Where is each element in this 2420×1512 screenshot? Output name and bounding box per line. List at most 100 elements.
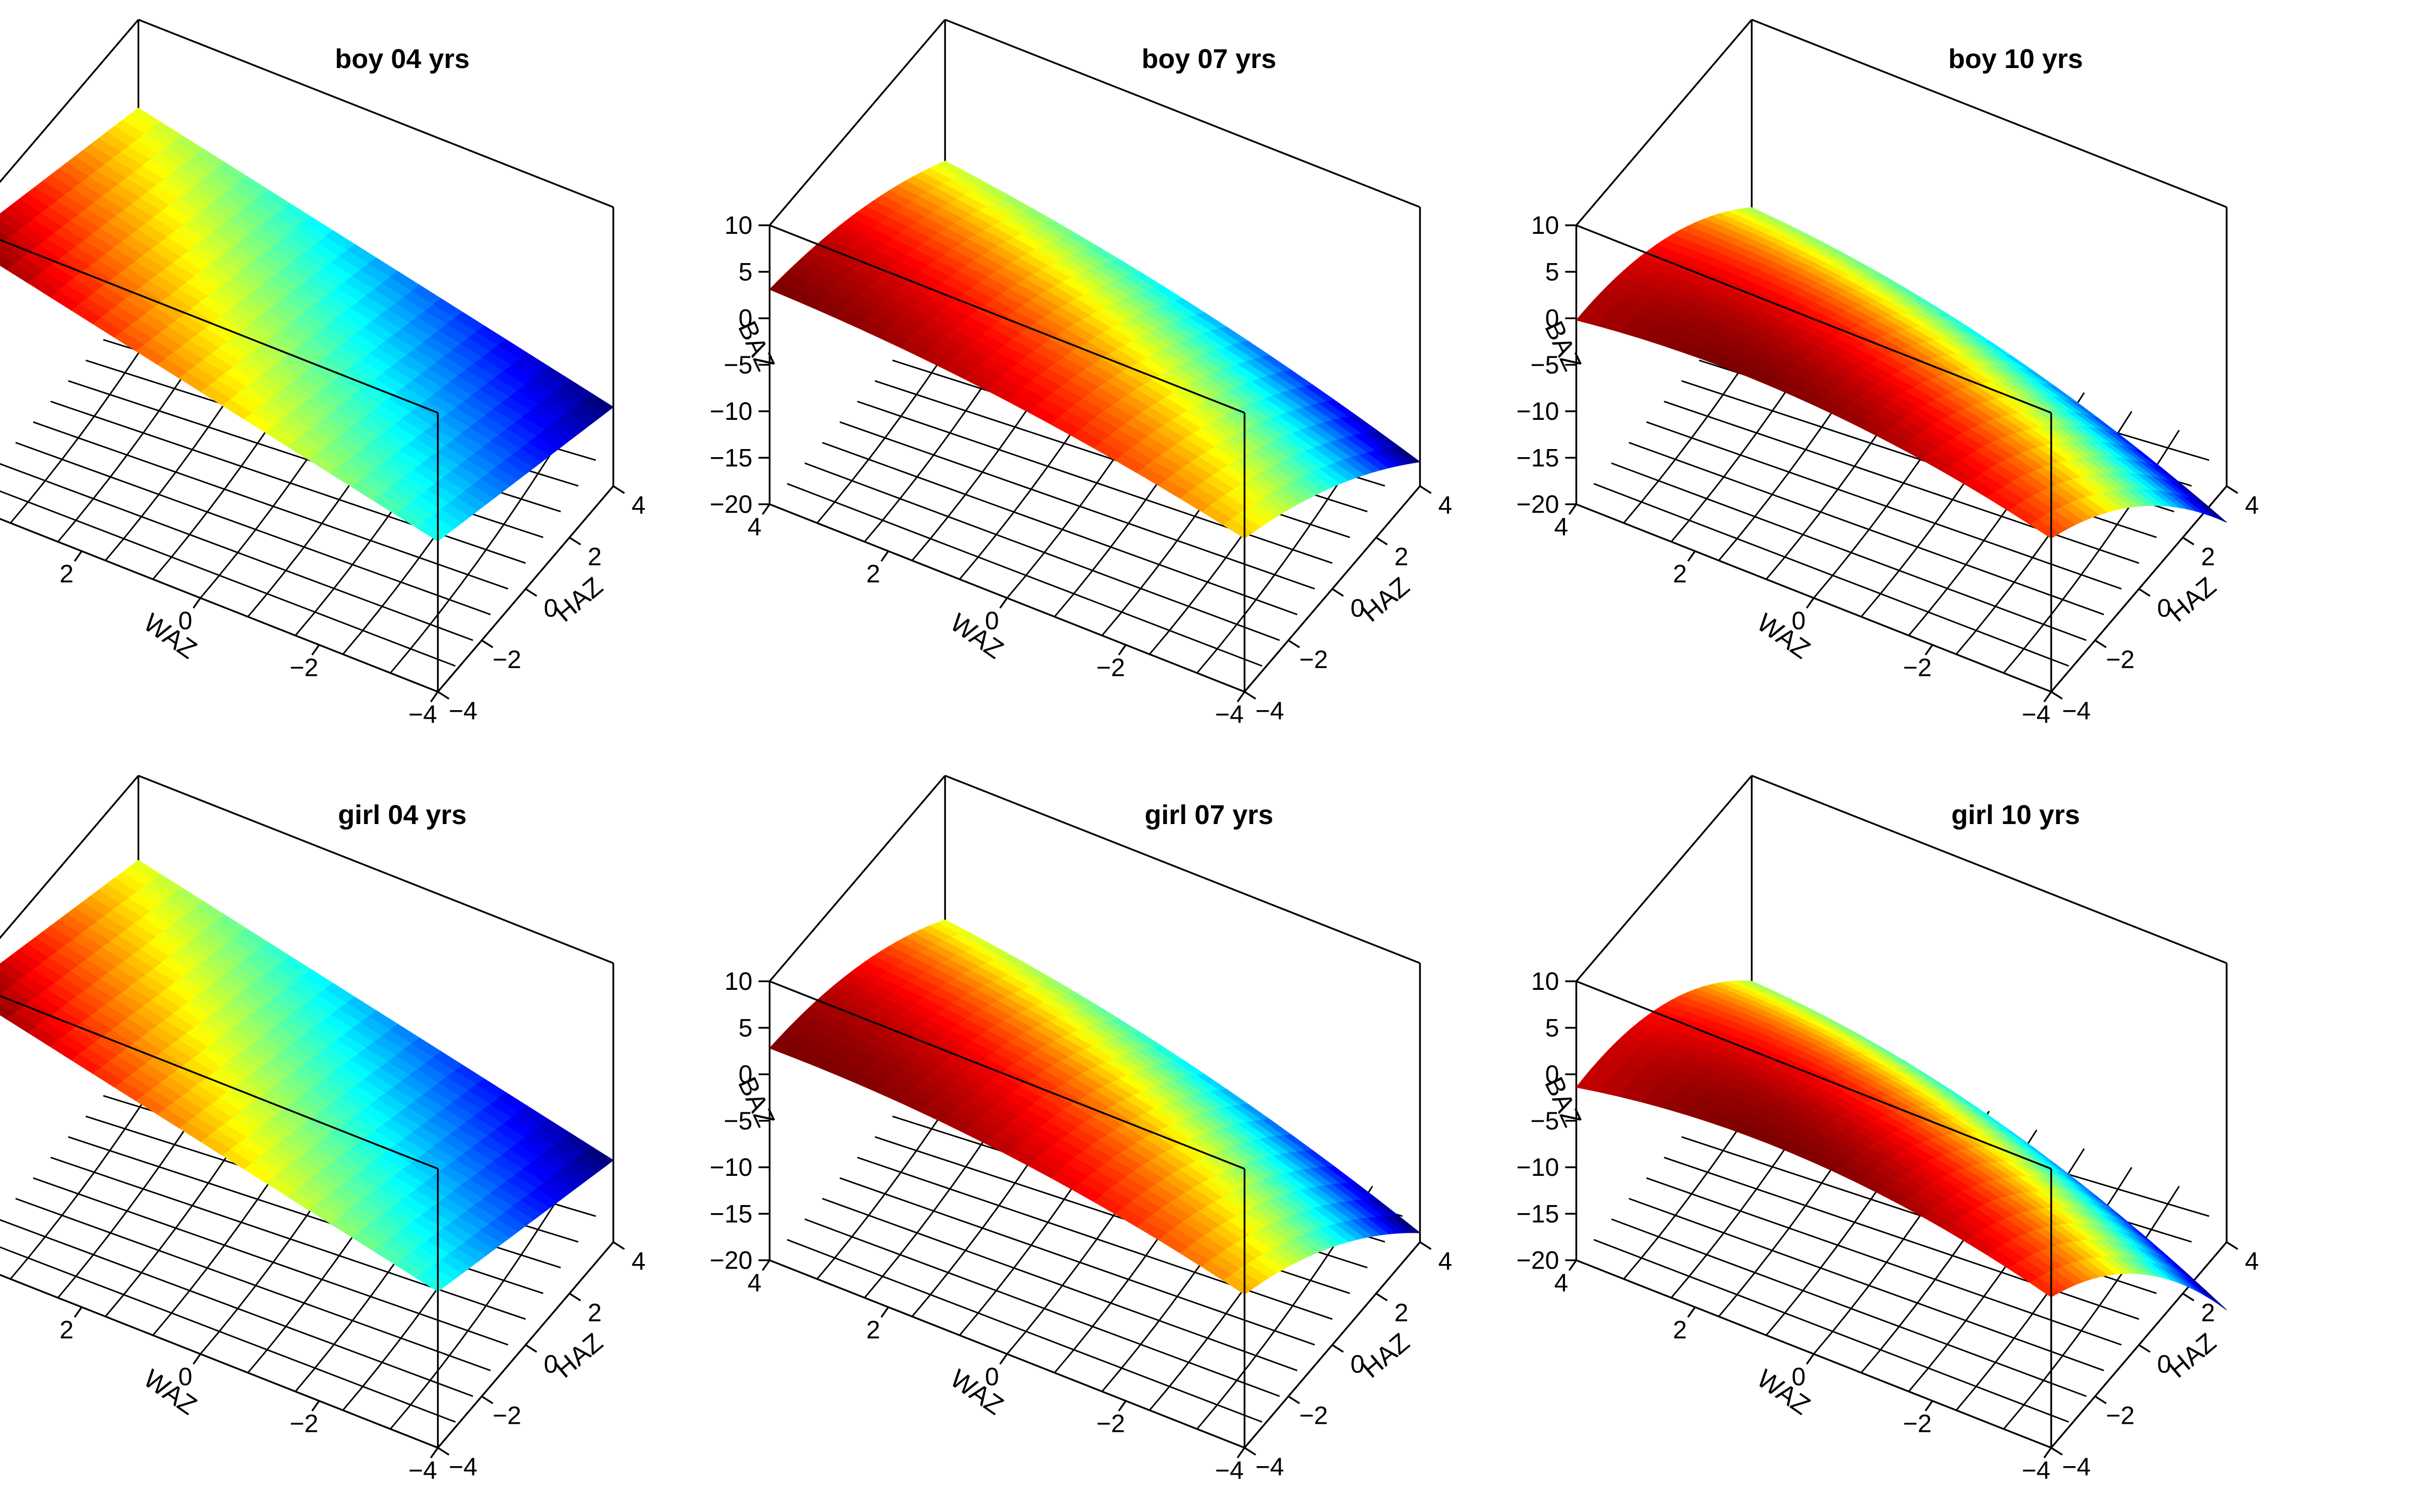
haz-tick xyxy=(437,691,450,700)
box-edge-2 xyxy=(138,775,614,964)
haz-grid-curve xyxy=(822,1198,1298,1371)
surface xyxy=(1576,207,2227,539)
haz-tick-label: 2 xyxy=(588,1299,602,1327)
front-edge-1 xyxy=(1576,224,2052,414)
waz-tick-label: 2 xyxy=(59,560,74,588)
front-edge-1 xyxy=(1576,980,2052,1170)
panel-0: boy 04 yrs−20−15−10−50510BAZ−4−2024WAZ−4… xyxy=(0,19,645,729)
haz-tick xyxy=(525,1344,537,1353)
haz-tick-label: 0 xyxy=(2157,594,2171,622)
haz-axis-title: HAZ xyxy=(550,1328,609,1383)
haz-tick xyxy=(437,1447,450,1456)
panel-5: girl 10 yrs−20−15−10−50510BAZ−4−2024WAZ−… xyxy=(1517,775,2259,1485)
waz-tick xyxy=(762,1259,770,1271)
haz-grid-curve xyxy=(1646,1177,2122,1346)
haz-tick-label: 2 xyxy=(2201,543,2215,571)
haz-grid-curve xyxy=(839,421,1315,590)
haz-tick xyxy=(2182,537,2195,545)
baz-tick-label: 5 xyxy=(1545,258,1559,286)
surface xyxy=(769,160,1421,539)
haz-tick-label: 0 xyxy=(544,594,558,622)
haz-grid-curve xyxy=(33,421,509,590)
waz-tick xyxy=(1237,1447,1245,1459)
surface-cell xyxy=(0,992,2,994)
haz-tick-label: −4 xyxy=(1255,697,1284,725)
panel-1: boy 07 yrs−20−15−10−50510BAZ−4−2024WAZ−4… xyxy=(710,19,1452,729)
haz-grid-curve xyxy=(1611,462,2087,641)
haz-grid-curve xyxy=(786,1239,1262,1423)
waz-tick xyxy=(1118,644,1127,656)
baz-tick-label: −15 xyxy=(1517,1200,1559,1228)
haz-axis: −4 −2 0 2 4 HAZ xyxy=(1244,1241,1453,1481)
haz-tick-label: −4 xyxy=(449,1453,477,1481)
haz-tick-label: 4 xyxy=(1438,1247,1453,1276)
haz-tick xyxy=(481,1396,494,1404)
waz-tick xyxy=(2043,1447,2052,1459)
haz-tick xyxy=(569,537,581,545)
waz-grid-curve xyxy=(390,1185,567,1430)
haz-tick xyxy=(2226,1241,2238,1250)
baz-tick-label: 0 xyxy=(1545,1060,1559,1089)
waz-tick xyxy=(74,1306,83,1318)
surface-cell xyxy=(0,220,17,238)
baz-tick-label: −5 xyxy=(723,351,752,379)
front-box xyxy=(0,995,439,1448)
haz-grid-curve xyxy=(1664,401,2139,564)
baz-tick-label: −5 xyxy=(1530,1107,1559,1135)
baz-tick-label: −20 xyxy=(1517,1246,1559,1275)
surface-cell xyxy=(1576,310,1607,327)
waz-tick-label: −4 xyxy=(2022,1457,2050,1485)
waz-tick xyxy=(880,1306,889,1318)
front-box xyxy=(1576,980,2052,1448)
haz-tick-label: −4 xyxy=(2062,1453,2091,1481)
waz-tick xyxy=(999,597,1008,609)
haz-tick xyxy=(2226,485,2238,494)
box-edge-1 xyxy=(769,19,946,226)
haz-axis-title: HAZ xyxy=(1356,1328,1415,1383)
haz-grid-curve xyxy=(1611,1218,2087,1397)
baz-tick-label: −10 xyxy=(1517,1153,1559,1181)
waz-tick xyxy=(1687,1306,1696,1318)
haz-tick-label: −2 xyxy=(1299,646,1328,674)
box-edge-2 xyxy=(138,19,614,208)
haz-tick xyxy=(1375,537,1388,545)
haz-tick-label: −2 xyxy=(493,1402,521,1430)
panel-3: girl 04 yrs−20−15−10−50510BAZ−4−2024WAZ−… xyxy=(0,775,645,1485)
haz-axis: −4 −2 0 2 4 HAZ xyxy=(437,1241,645,1481)
baz-tick-label: 5 xyxy=(739,1014,753,1042)
waz-tick xyxy=(762,503,770,515)
haz-tick xyxy=(1288,1396,1300,1404)
box-edge-1 xyxy=(769,775,946,982)
haz-tick xyxy=(1332,1344,1344,1353)
haz-tick-label: 2 xyxy=(1395,1299,1409,1327)
haz-tick-label: −4 xyxy=(1255,1453,1284,1481)
box-edge-1 xyxy=(1576,19,1752,226)
box-edge-1 xyxy=(0,19,139,183)
baz-tick-label: 0 xyxy=(1545,304,1559,333)
baz-tick-label: 10 xyxy=(1531,967,1559,995)
haz-tick xyxy=(2094,1396,2107,1404)
baz-tick-label: −10 xyxy=(1517,397,1559,425)
surface-cell xyxy=(0,1003,15,1020)
box-edge-2 xyxy=(1751,775,2227,964)
panel-4: girl 07 yrs−20−15−10−50510BAZ−4−2024WAZ−… xyxy=(710,775,1453,1485)
waz-tick xyxy=(1687,550,1696,562)
waz-tick-label: 4 xyxy=(748,1269,762,1297)
haz-tick xyxy=(613,1241,625,1250)
surface-cell xyxy=(1576,1077,1607,1092)
haz-tick-label: 2 xyxy=(1395,543,1409,571)
haz-tick-label: 0 xyxy=(544,1350,558,1378)
front-edge-1 xyxy=(0,239,439,414)
baz-tick-label: −5 xyxy=(1530,351,1559,379)
box-edge-2 xyxy=(944,19,1421,208)
waz-grid-curve xyxy=(390,429,567,674)
waz-tick-label: 2 xyxy=(866,1316,880,1344)
haz-grid-curve xyxy=(804,1218,1280,1397)
waz-tick-label: −4 xyxy=(408,1457,437,1485)
waz-tick xyxy=(1568,503,1577,515)
waz-tick xyxy=(430,691,439,703)
haz-tick xyxy=(1419,485,1432,494)
waz-tick-label: 2 xyxy=(1673,1316,1687,1344)
baz-tick-label: 5 xyxy=(739,258,753,286)
